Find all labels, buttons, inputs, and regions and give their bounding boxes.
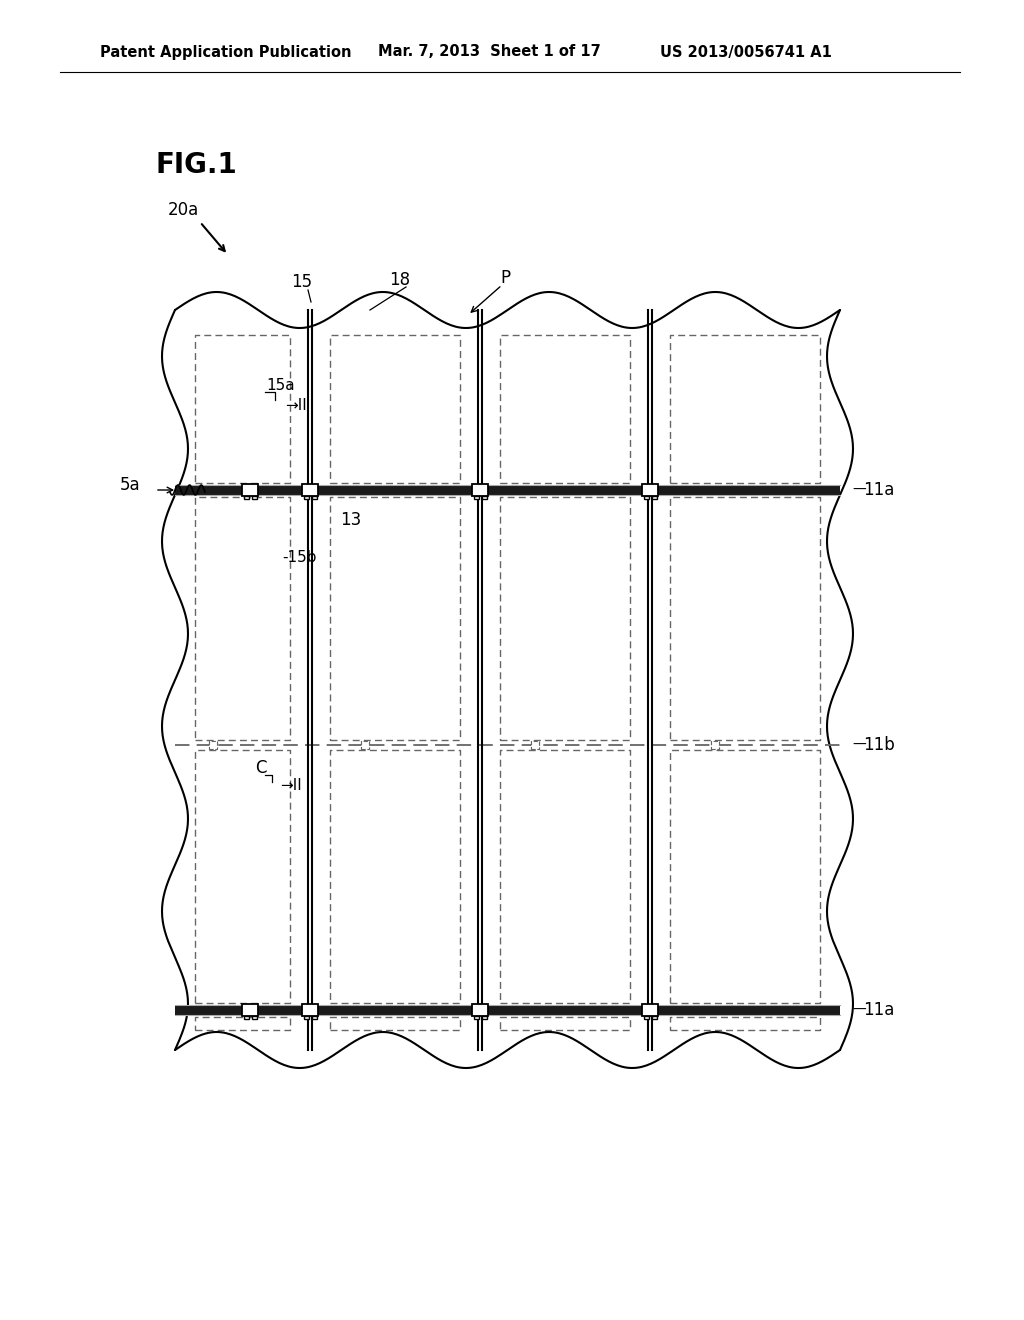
Text: FIG.1: FIG.1 — [155, 150, 237, 180]
Bar — [311, 496, 316, 499]
Bar — [481, 1016, 486, 1019]
Bar — [472, 484, 488, 496]
Text: 18: 18 — [389, 271, 411, 289]
Bar — [473, 1016, 478, 1019]
Bar — [252, 1016, 256, 1019]
Text: 20a: 20a — [168, 201, 200, 219]
Bar — [651, 496, 656, 499]
Text: —: — — [852, 738, 865, 752]
Bar — [642, 484, 658, 496]
Text: 11a: 11a — [863, 1001, 894, 1019]
Bar — [303, 1016, 308, 1019]
Bar — [642, 1005, 658, 1016]
Bar — [651, 1016, 656, 1019]
Bar — [361, 741, 369, 748]
Text: 11b: 11b — [863, 737, 895, 754]
Text: 11a: 11a — [863, 480, 894, 499]
Bar — [531, 741, 539, 748]
Text: Patent Application Publication: Patent Application Publication — [100, 45, 351, 59]
Bar — [303, 496, 308, 499]
Bar — [175, 484, 840, 495]
Bar — [311, 1016, 316, 1019]
Bar — [711, 741, 719, 748]
Text: →II: →II — [285, 397, 307, 412]
Text: US 2013/0056741 A1: US 2013/0056741 A1 — [660, 45, 831, 59]
Bar — [242, 1005, 258, 1016]
Bar — [531, 741, 539, 748]
Bar — [302, 1005, 318, 1016]
Bar — [361, 741, 369, 748]
Bar — [175, 1005, 840, 1015]
Text: —: — — [852, 483, 865, 498]
Bar — [244, 1016, 249, 1019]
Text: —: — — [852, 1003, 865, 1016]
Text: C: C — [255, 759, 266, 777]
Bar — [242, 484, 258, 496]
Text: 15a: 15a — [266, 378, 295, 392]
Bar — [244, 496, 249, 499]
Bar — [481, 496, 486, 499]
Text: 5a: 5a — [120, 477, 140, 494]
Bar — [643, 496, 648, 499]
Text: 15: 15 — [292, 273, 312, 290]
Text: →II: →II — [280, 777, 302, 792]
Bar — [473, 496, 478, 499]
Text: Mar. 7, 2013  Sheet 1 of 17: Mar. 7, 2013 Sheet 1 of 17 — [378, 45, 601, 59]
Text: 13: 13 — [340, 511, 361, 529]
Text: -15b: -15b — [282, 550, 316, 565]
Bar — [209, 741, 216, 748]
Bar — [643, 1016, 648, 1019]
Bar — [711, 741, 719, 748]
Text: P: P — [500, 269, 510, 286]
Bar — [302, 484, 318, 496]
Bar — [209, 741, 216, 748]
Bar — [472, 1005, 488, 1016]
Bar — [252, 496, 256, 499]
